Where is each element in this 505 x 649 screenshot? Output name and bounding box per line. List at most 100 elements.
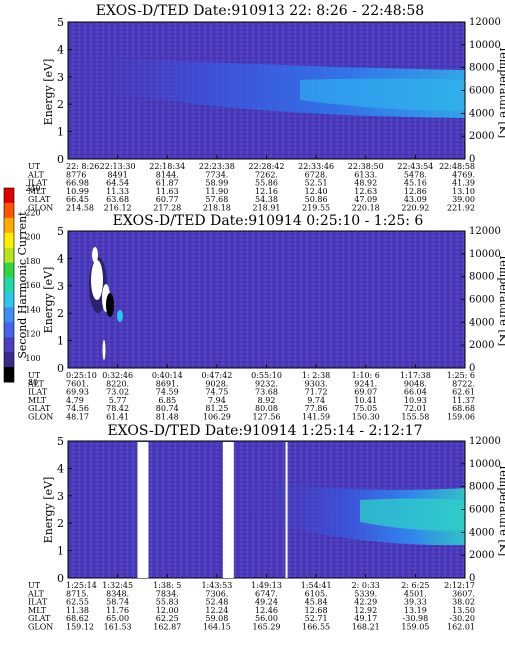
table-cell: 13.50 <box>452 606 475 615</box>
table-cell: 166.55 <box>302 623 330 632</box>
colorbar-tick-label: 200 <box>25 233 40 242</box>
panel-2-ylabel: Energy [eV] <box>42 267 55 334</box>
table-cell: 22:28:42 <box>249 162 285 171</box>
table-cell: 22:48:58 <box>439 162 475 171</box>
panel-3-energy-band-core <box>360 498 465 531</box>
colorbar: 240 220 200 180 160 140 120 100 80 Second Harmon… <box>3 184 41 387</box>
panel-2-y2-ticks: 0 2000 4000 6000 8000 10000 12000 <box>461 226 501 374</box>
table-cell: 8722. <box>452 379 475 388</box>
y2-tick-label: 6000 <box>469 505 494 516</box>
table-cell: 9.74 <box>307 396 325 405</box>
table-cell: 62.25 <box>156 614 179 623</box>
table-cell: 22:38:50 <box>348 162 384 171</box>
table-cell: 47.09 <box>354 195 377 204</box>
y2-tick-label: 0 <box>469 363 475 374</box>
table-cell: 11.37 <box>452 396 475 405</box>
table-cell: 218.18 <box>203 204 231 213</box>
table-cell: 5.77 <box>109 396 127 405</box>
table-cell: 10.99 <box>66 187 89 196</box>
table-cell: 217.28 <box>153 204 181 213</box>
table-cell: 4769. <box>452 170 475 179</box>
table-cell: 41.39 <box>452 179 475 188</box>
panel-1-title: EXOS-D/TED Date:910913 22: 8:26 - 22:48:… <box>96 3 424 19</box>
panel-3-x-ticks <box>67 574 466 578</box>
table-cell: 162.01 <box>447 623 475 632</box>
panel-1: EXOS-D/TED Date:910913 22: 8:26 - 22:48:… <box>27 3 505 213</box>
table-cell: 74.75 <box>205 388 228 397</box>
colorbar-swatch <box>4 322 14 338</box>
y-tick-label: 3 <box>57 280 64 293</box>
y2-tick-label: 2000 <box>469 340 494 351</box>
table-cell: 12.86 <box>404 187 427 196</box>
table-cell: 74.56 <box>66 404 89 413</box>
panel-2-y-ticks: 0 1 2 3 4 5 <box>57 225 72 375</box>
table-cell: 69.93 <box>66 388 89 397</box>
y2-tick-label: 8000 <box>469 272 494 283</box>
table-cell: 8776 <box>66 170 86 179</box>
data-gap <box>222 442 234 578</box>
y2-tick-label: 2000 <box>469 131 494 142</box>
table-cell: 50.86 <box>305 195 328 204</box>
table-cell: 64.54 <box>106 179 129 188</box>
table-cell: 1:32:45 <box>102 581 133 590</box>
table-cell: 9048. <box>404 379 427 388</box>
table-cell: 80.74 <box>156 404 179 413</box>
table-cell: 1:54:41 <box>301 581 332 590</box>
table-cell: 49.17 <box>354 614 377 623</box>
table-cell: 12.63 <box>354 187 377 196</box>
panel-2-x-ticks <box>67 364 466 368</box>
colorbar-tick-label: 180 <box>25 257 40 266</box>
table-cell: 0:32:46 <box>102 371 133 380</box>
table-cell: 2: 6:25 <box>401 581 429 590</box>
table-cell: 75.05 <box>354 404 377 413</box>
row-label: GLAT <box>28 404 51 413</box>
table-cell: 5339. <box>354 589 377 598</box>
table-cell: 22:13:30 <box>100 162 136 171</box>
table-cell: 39.33 <box>404 598 427 607</box>
colorbar-swatch <box>4 337 14 353</box>
y-tick-label: 4 <box>57 252 64 265</box>
table-cell: -30.98 <box>403 614 429 623</box>
panel-2-ylabel-right: Temperature [K] <box>497 254 505 346</box>
y2-tick-label: 0 <box>469 573 475 584</box>
table-cell: 0:40:14 <box>152 371 183 380</box>
table-cell: 11.90 <box>205 187 228 196</box>
colorbar-swatch <box>4 277 14 293</box>
table-cell: 66.98 <box>66 179 89 188</box>
table-cell: 62.61 <box>452 388 475 397</box>
table-cell: 58.99 <box>205 179 228 188</box>
row-label: ILAT <box>28 388 48 397</box>
table-cell: 57.68 <box>205 195 228 204</box>
table-cell: 218.91 <box>253 204 281 213</box>
table-cell: 159.05 <box>401 623 429 632</box>
table-cell: 5478. <box>404 170 427 179</box>
table-cell: 63.68 <box>106 195 129 204</box>
panel-3: EXOS-D/TED Date:910914 1:25:14 - 2:12:17… <box>27 423 505 632</box>
colorbar-tick-label: 160 <box>25 281 40 290</box>
table-cell: 39.00 <box>452 195 475 204</box>
table-cell: 8491 <box>107 170 127 179</box>
colorbar-swatch <box>4 292 14 308</box>
table-cell: 12.16 <box>255 187 278 196</box>
row-label: ALT <box>27 589 44 598</box>
y-tick-label: 4 <box>57 462 64 475</box>
y-tick-label: 1 <box>57 335 64 348</box>
table-cell: 7834. <box>156 589 179 598</box>
table-cell: 2:12:17 <box>444 581 475 590</box>
table-cell: 9232. <box>255 379 278 388</box>
table-cell: 22:23:38 <box>199 162 235 171</box>
table-cell: 1:43:53 <box>201 581 232 590</box>
table-cell: 66.45 <box>66 195 89 204</box>
table-cell: 73.02 <box>106 388 129 397</box>
table-cell: 7734. <box>205 170 228 179</box>
colorbar-swatch <box>4 188 14 204</box>
panel-1-ylabel-right: Temperature [K] <box>497 46 505 138</box>
colorbar-swatch <box>4 352 14 368</box>
row-label: UT <box>28 162 41 171</box>
table-cell: 12.46 <box>255 606 278 615</box>
table-cell: 59.08 <box>205 614 228 623</box>
table-cell: 52.71 <box>305 614 328 623</box>
table-cell: 42.29 <box>354 598 377 607</box>
colorbar-tick-label: 140 <box>25 305 40 314</box>
table-cell: 8348. <box>106 589 129 598</box>
